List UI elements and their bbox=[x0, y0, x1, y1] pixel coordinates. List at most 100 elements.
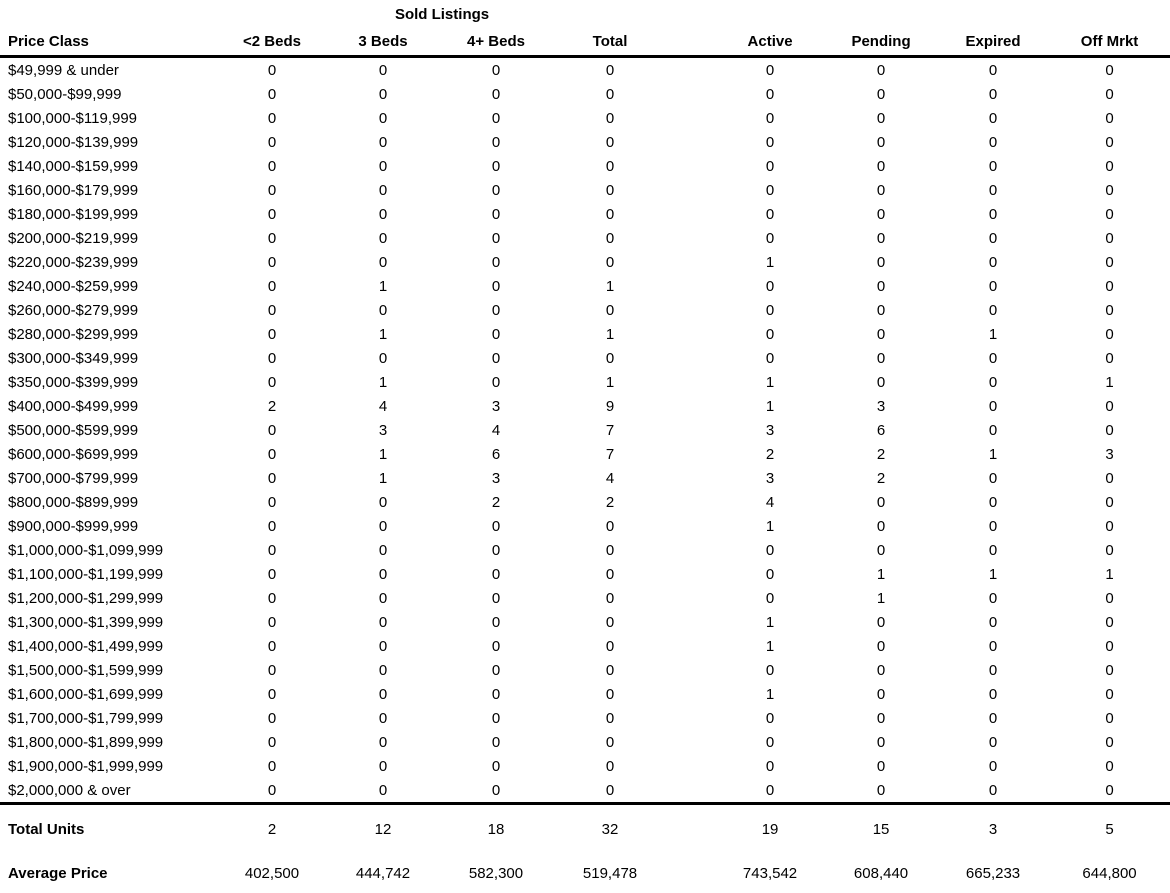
value-cell: 0 bbox=[217, 586, 327, 610]
price-class-cell: $300,000-$349,999 bbox=[0, 346, 217, 370]
value-cell: 0 bbox=[553, 514, 667, 538]
value-cell: 0 bbox=[1049, 202, 1170, 226]
value-cell: 3 bbox=[439, 394, 553, 418]
value-cell: 0 bbox=[937, 514, 1049, 538]
spacer-cell bbox=[667, 658, 715, 682]
value-cell: 1 bbox=[715, 250, 825, 274]
title-spacer-right bbox=[667, 0, 1170, 28]
value-cell: 0 bbox=[439, 658, 553, 682]
value-cell: 0 bbox=[1049, 250, 1170, 274]
spacer-cell bbox=[667, 178, 715, 202]
value-cell: 0 bbox=[937, 57, 1049, 83]
value-cell: 1 bbox=[715, 634, 825, 658]
value-cell: 0 bbox=[715, 82, 825, 106]
value-cell: 0 bbox=[825, 490, 937, 514]
value-cell: 0 bbox=[1049, 226, 1170, 250]
spacer-cell bbox=[667, 298, 715, 322]
value-cell: 0 bbox=[937, 226, 1049, 250]
value-cell: 1 bbox=[553, 274, 667, 298]
value-cell: 0 bbox=[553, 562, 667, 586]
value-cell: 0 bbox=[439, 202, 553, 226]
value-cell: 0 bbox=[217, 322, 327, 346]
price-class-cell: $100,000-$119,999 bbox=[0, 106, 217, 130]
value-cell: 1 bbox=[553, 370, 667, 394]
value-cell: 0 bbox=[553, 778, 667, 804]
price-class-cell: $1,500,000-$1,599,999 bbox=[0, 658, 217, 682]
value-cell: 2 bbox=[715, 442, 825, 466]
value-cell: 1 bbox=[715, 514, 825, 538]
column-header-off-mrkt: Off Mrkt bbox=[1049, 28, 1170, 57]
value-cell: 0 bbox=[553, 706, 667, 730]
value-cell: 0 bbox=[327, 634, 439, 658]
value-cell: 0 bbox=[825, 514, 937, 538]
value-cell: 0 bbox=[327, 106, 439, 130]
value-cell: 0 bbox=[825, 346, 937, 370]
value-cell: 0 bbox=[1049, 538, 1170, 562]
value-cell: 0 bbox=[217, 418, 327, 442]
value-cell: 0 bbox=[937, 466, 1049, 490]
total-units-cell: 19 bbox=[715, 804, 825, 854]
value-cell: 0 bbox=[217, 514, 327, 538]
spacer-cell bbox=[667, 370, 715, 394]
value-cell: 0 bbox=[1049, 490, 1170, 514]
value-cell: 0 bbox=[937, 346, 1049, 370]
average-price-cell: 608,440 bbox=[825, 853, 937, 893]
value-cell: 0 bbox=[553, 682, 667, 706]
value-cell: 0 bbox=[937, 298, 1049, 322]
value-cell: 0 bbox=[439, 82, 553, 106]
column-header-spacer bbox=[667, 28, 715, 57]
value-cell: 0 bbox=[327, 346, 439, 370]
value-cell: 0 bbox=[327, 250, 439, 274]
value-cell: 0 bbox=[825, 754, 937, 778]
value-cell: 4 bbox=[553, 466, 667, 490]
spacer-cell bbox=[667, 490, 715, 514]
spacer-cell bbox=[667, 586, 715, 610]
average-price-cell: 644,800 bbox=[1049, 853, 1170, 893]
value-cell: 0 bbox=[715, 226, 825, 250]
value-cell: 0 bbox=[1049, 178, 1170, 202]
average-price-row: Average Price 402,500 444,742 582,300 51… bbox=[0, 853, 1170, 893]
value-cell: 0 bbox=[553, 130, 667, 154]
value-cell: 0 bbox=[439, 778, 553, 804]
table-footer: Total Units 2 12 18 32 19 15 3 5 Average… bbox=[0, 804, 1170, 893]
value-cell: 0 bbox=[327, 490, 439, 514]
value-cell: 0 bbox=[937, 202, 1049, 226]
value-cell: 0 bbox=[327, 706, 439, 730]
value-cell: 2 bbox=[825, 442, 937, 466]
price-class-cell: $1,600,000-$1,699,999 bbox=[0, 682, 217, 706]
value-cell: 1 bbox=[825, 562, 937, 586]
value-cell: 0 bbox=[217, 202, 327, 226]
group-title: Sold Listings bbox=[217, 0, 667, 28]
value-cell: 3 bbox=[439, 466, 553, 490]
price-class-cell: $400,000-$499,999 bbox=[0, 394, 217, 418]
value-cell: 0 bbox=[825, 730, 937, 754]
value-cell: 0 bbox=[217, 610, 327, 634]
value-cell: 0 bbox=[937, 658, 1049, 682]
value-cell: 0 bbox=[439, 610, 553, 634]
value-cell: 0 bbox=[715, 298, 825, 322]
column-header-total: Total bbox=[553, 28, 667, 57]
value-cell: 0 bbox=[1049, 754, 1170, 778]
value-cell: 1 bbox=[1049, 370, 1170, 394]
value-cell: 0 bbox=[327, 226, 439, 250]
spacer-cell bbox=[667, 57, 715, 83]
value-cell: 0 bbox=[825, 178, 937, 202]
value-cell: 0 bbox=[715, 274, 825, 298]
value-cell: 0 bbox=[439, 754, 553, 778]
value-cell: 0 bbox=[439, 562, 553, 586]
value-cell: 0 bbox=[327, 178, 439, 202]
value-cell: 0 bbox=[1049, 706, 1170, 730]
value-cell: 1 bbox=[715, 610, 825, 634]
value-cell: 1 bbox=[327, 274, 439, 298]
value-cell: 0 bbox=[217, 466, 327, 490]
value-cell: 0 bbox=[937, 250, 1049, 274]
value-cell: 0 bbox=[825, 322, 937, 346]
